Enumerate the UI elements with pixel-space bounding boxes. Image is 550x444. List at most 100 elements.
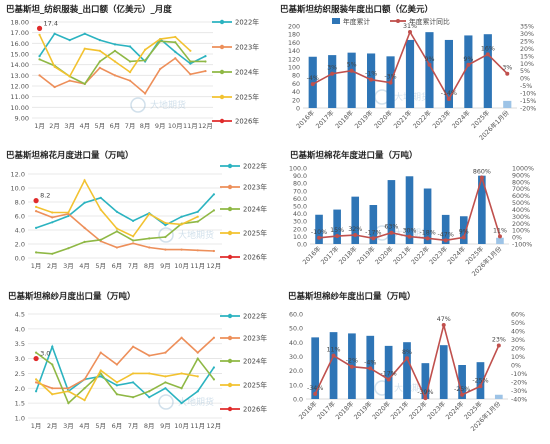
data-point-2023年 <box>148 354 151 357</box>
series-line-2023年 <box>39 57 206 95</box>
chart-panel-garment-annual: 巴基斯坦纺织服装年度出口额（亿美元） 0 20 40 60 80 100 120 140 160 1… <box>276 0 550 144</box>
yoy-point <box>388 80 393 85</box>
x-tick-label: 2024年 <box>450 108 472 130</box>
legend-label: 2026年 <box>243 253 267 262</box>
data-point-2024年 <box>189 60 192 63</box>
bar-2025年 <box>483 34 492 109</box>
yoy-point <box>425 236 430 241</box>
chart-panel-cotton-annual: 巴基斯坦棉花年度进口量（万吨） 0.0 10.0 20.0 30.0 40.0 50.0 60… <box>276 146 550 284</box>
yoy-point <box>349 364 354 369</box>
x-tick-label: 2月 <box>49 122 60 130</box>
legend-label: 2026年 <box>235 117 259 126</box>
data-point-2025年 <box>196 215 199 218</box>
y-right-tick-label: -10% <box>511 371 527 378</box>
y-right-tick-label: 0% <box>512 235 522 242</box>
data-point-2023年 <box>159 67 162 71</box>
yoy-point <box>407 234 412 239</box>
bar-2024年 <box>458 365 466 399</box>
data-point-2025年 <box>148 212 151 215</box>
legend-marker <box>219 69 225 75</box>
series-line-2023年 <box>35 336 215 390</box>
y-tick-label: 10.0 <box>11 185 25 193</box>
yoy-point <box>479 175 484 180</box>
data-point-2025年 <box>98 49 101 52</box>
y-right-tick-label: -20% <box>520 106 536 113</box>
x-tick-label: 2017年 <box>315 399 337 421</box>
y-tick-label: 3.0 <box>15 355 25 363</box>
data-point-2023年 <box>180 248 183 251</box>
y-right-tick-label: -15% <box>520 98 536 105</box>
data-point-2025年 <box>67 211 70 214</box>
y-right-tick-label: 400% <box>512 207 530 214</box>
x-tick-label: 2022年 <box>411 108 433 130</box>
data-point-2023年 <box>53 85 56 89</box>
y-left-tick-label: 120 <box>288 56 300 63</box>
x-tick-label: 2020年 <box>370 399 392 421</box>
y-tick-label: 10.00 <box>10 104 29 112</box>
legend-label: 2023年 <box>235 43 259 52</box>
data-point-2024年 <box>212 209 216 212</box>
legend-label: 年度累计 <box>343 17 370 26</box>
bar-2022年 <box>421 363 430 399</box>
data-point-2025年 <box>164 375 167 378</box>
x-tick-label: 10月 <box>168 122 183 130</box>
data-point-2025年 <box>67 390 70 393</box>
y-tick-label: 13.00 <box>10 72 29 80</box>
x-tick-label: 2022年 <box>409 244 431 266</box>
y-tick-label: 8.0 <box>15 199 25 207</box>
x-tick-label: 4月 <box>79 122 90 130</box>
data-point-2025年 <box>196 375 199 378</box>
data-point-2022年 <box>99 196 102 199</box>
data-point-2023年 <box>131 242 135 245</box>
yoy-point <box>313 391 318 396</box>
x-tick-label: 9月 <box>160 262 171 270</box>
x-tick-label: 8月 <box>144 422 155 430</box>
data-point-2022年 <box>83 201 86 204</box>
y-left-tick-label: 80.0 <box>293 181 307 188</box>
y-tick-label: 17.00 <box>10 29 29 37</box>
data-point-2024年 <box>51 363 54 366</box>
yoy-data-label: -2% <box>346 358 358 365</box>
data-point-2023年 <box>196 351 199 354</box>
yoy-data-label: -4% <box>307 75 319 82</box>
chart-svg-cotton-monthly: 巴基斯坦棉花月度进口量（万吨） 0.0 2.0 4.0 6.0 8.0 10.0 12.0 1月… <box>6 150 267 270</box>
y-tick-label: 0.0 <box>15 255 25 263</box>
yoy-point <box>423 396 428 401</box>
yoy-data-label: 9% <box>463 56 473 63</box>
x-tick-label: 2018年 <box>333 108 355 130</box>
data-point-2022年 <box>180 402 183 405</box>
data-point-2025年 <box>34 205 38 208</box>
y-left-tick-label: 50.0 <box>289 326 303 333</box>
bar-2023年 <box>444 39 453 108</box>
legend-marker <box>227 206 233 212</box>
y-left-tick-label: 160 <box>288 40 300 47</box>
watermark-logo: 大地期货 <box>374 89 430 105</box>
y-tick-label: 11.00 <box>10 93 29 101</box>
legend-label: 2025年 <box>243 229 267 238</box>
legend-marker <box>219 94 225 100</box>
data-point-2025年 <box>164 221 167 225</box>
legend-swatch-bar <box>332 18 340 24</box>
chart-title: 巴基斯坦棉纱年度出口量（万吨） <box>288 291 416 302</box>
series-line-2022年 <box>35 344 215 405</box>
y-left-tick-label: 50.0 <box>293 204 307 211</box>
x-tick-label: 9月 <box>155 122 166 130</box>
yoy-point <box>478 384 483 389</box>
data-point-2023年 <box>174 57 177 60</box>
chart-title: 巴基斯坦棉纱月度出口量（万吨） <box>8 291 136 302</box>
bar-2026年1月份 <box>494 394 503 399</box>
data-point-2022年 <box>189 62 192 65</box>
watermark-logo: 大地期货 <box>130 97 186 113</box>
yoy-point <box>497 234 502 239</box>
y-right-tick-label: 100% <box>512 228 530 235</box>
data-point-2023年 <box>144 92 147 95</box>
y-right-tick-label: 20% <box>511 346 525 353</box>
data-point-2025年 <box>51 211 54 214</box>
y-left-tick-label: 20 <box>292 97 300 104</box>
watermark-icon <box>158 394 174 410</box>
data-point-2025年 <box>189 49 192 52</box>
data-point-2025年 <box>174 35 177 39</box>
y-right-tick-label: -20% <box>511 380 527 387</box>
x-tick-label: 8月 <box>140 122 151 130</box>
yoy-data-label: -47% <box>438 231 454 238</box>
